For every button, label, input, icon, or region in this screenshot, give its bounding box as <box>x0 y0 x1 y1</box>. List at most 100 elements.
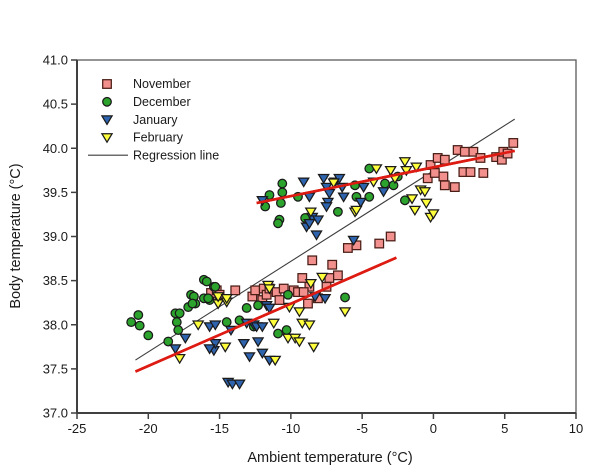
point-december <box>253 300 263 311</box>
point-december <box>364 191 375 202</box>
point-november <box>508 138 519 148</box>
y-axis-tick-label: 38.0 <box>43 317 68 332</box>
x-axis-tick-label: 5 <box>501 421 508 436</box>
x-axis-tick-label: -20 <box>139 421 158 436</box>
point-january <box>354 197 367 209</box>
point-february <box>418 187 432 198</box>
point-november <box>342 243 353 253</box>
legend-label: December <box>133 95 191 109</box>
point-december <box>221 317 232 328</box>
point-december <box>332 206 343 217</box>
point-november <box>459 146 470 157</box>
point-november <box>478 168 489 178</box>
point-january <box>323 188 336 200</box>
point-january <box>347 235 360 247</box>
series-december <box>126 163 410 347</box>
point-january <box>357 182 370 194</box>
y-axis-tick-label: 41.0 <box>43 53 68 68</box>
point-february <box>191 320 205 331</box>
point-november <box>374 238 385 249</box>
legend-label: November <box>133 77 191 91</box>
point-december <box>210 281 221 292</box>
point-november <box>274 295 285 305</box>
point-december <box>399 195 410 206</box>
point-february <box>370 164 383 175</box>
legend-item-regression-line: Regression line <box>88 148 219 162</box>
legend-item-february: February <box>100 131 184 145</box>
point-january <box>320 202 333 213</box>
point-january <box>311 215 325 226</box>
point-november <box>332 270 343 281</box>
point-december <box>171 317 182 328</box>
point-november <box>468 146 479 157</box>
point-november <box>385 231 396 242</box>
y-axis-title: Body temperature (°C) <box>8 163 24 308</box>
point-november <box>303 298 313 309</box>
series-february <box>173 157 440 367</box>
point-january <box>203 344 216 355</box>
point-january <box>251 337 265 348</box>
point-february <box>327 178 340 189</box>
point-december <box>163 336 174 347</box>
point-february <box>400 165 413 177</box>
point-february <box>384 165 397 177</box>
y-axis-tick-label: 40.5 <box>43 97 68 112</box>
point-february <box>281 333 295 345</box>
y-axis-tick-label: 38.5 <box>43 273 68 288</box>
point-december <box>277 187 288 198</box>
point-november <box>439 180 450 191</box>
point-december <box>340 292 350 303</box>
point-february <box>304 278 318 290</box>
legend-marker-january <box>100 115 114 126</box>
legend-marker-december <box>102 96 112 107</box>
point-november <box>307 255 318 266</box>
legend-marker-february <box>100 133 114 144</box>
point-february <box>398 157 412 168</box>
point-february <box>405 194 419 205</box>
point-january <box>318 293 332 305</box>
data-points <box>126 138 519 390</box>
point-february <box>267 318 280 329</box>
point-december <box>273 218 283 229</box>
point-december <box>273 328 283 339</box>
legend-label: Regression line <box>133 148 219 162</box>
point-december <box>241 303 252 313</box>
point-december <box>174 308 185 319</box>
point-february <box>427 209 440 220</box>
axis-ticks: -25 -20 -15 -10 -5 0 5 10 37.0 37.5 38.0 38.5 39.0 39… <box>43 53 584 437</box>
point-november <box>439 154 450 165</box>
trend-line-lower <box>134 256 397 373</box>
y-axis-tick-label: 37.0 <box>43 406 68 421</box>
point-january <box>256 348 269 360</box>
point-january <box>209 338 222 350</box>
x-axis-title: Ambient temperature (°C) <box>247 450 412 466</box>
trend-line-upper <box>256 149 515 205</box>
point-february <box>307 342 320 353</box>
point-december <box>143 330 154 341</box>
point-january <box>256 322 269 333</box>
point-january <box>243 352 256 363</box>
point-november <box>298 287 309 298</box>
point-december <box>187 298 198 309</box>
point-december <box>281 325 292 335</box>
point-january <box>310 230 323 241</box>
point-february <box>211 292 225 303</box>
point-january <box>233 379 246 390</box>
point-january <box>179 333 192 345</box>
legend-item-november: November <box>102 77 191 91</box>
point-february <box>220 293 233 305</box>
y-axis-tick-label: 39.0 <box>43 229 68 244</box>
legend-item-january: January <box>100 113 178 127</box>
legend-marker-november <box>102 79 112 89</box>
point-december <box>277 178 288 189</box>
point-november <box>429 168 440 178</box>
point-february <box>219 342 232 353</box>
y-axis-tick-label: 39.5 <box>43 185 68 200</box>
point-january <box>226 379 239 390</box>
point-december <box>133 310 144 320</box>
x-axis-tick-label: 10 <box>569 421 583 436</box>
point-december <box>203 293 214 304</box>
x-axis-tick-label: -10 <box>281 421 300 436</box>
regression-line <box>135 118 515 361</box>
